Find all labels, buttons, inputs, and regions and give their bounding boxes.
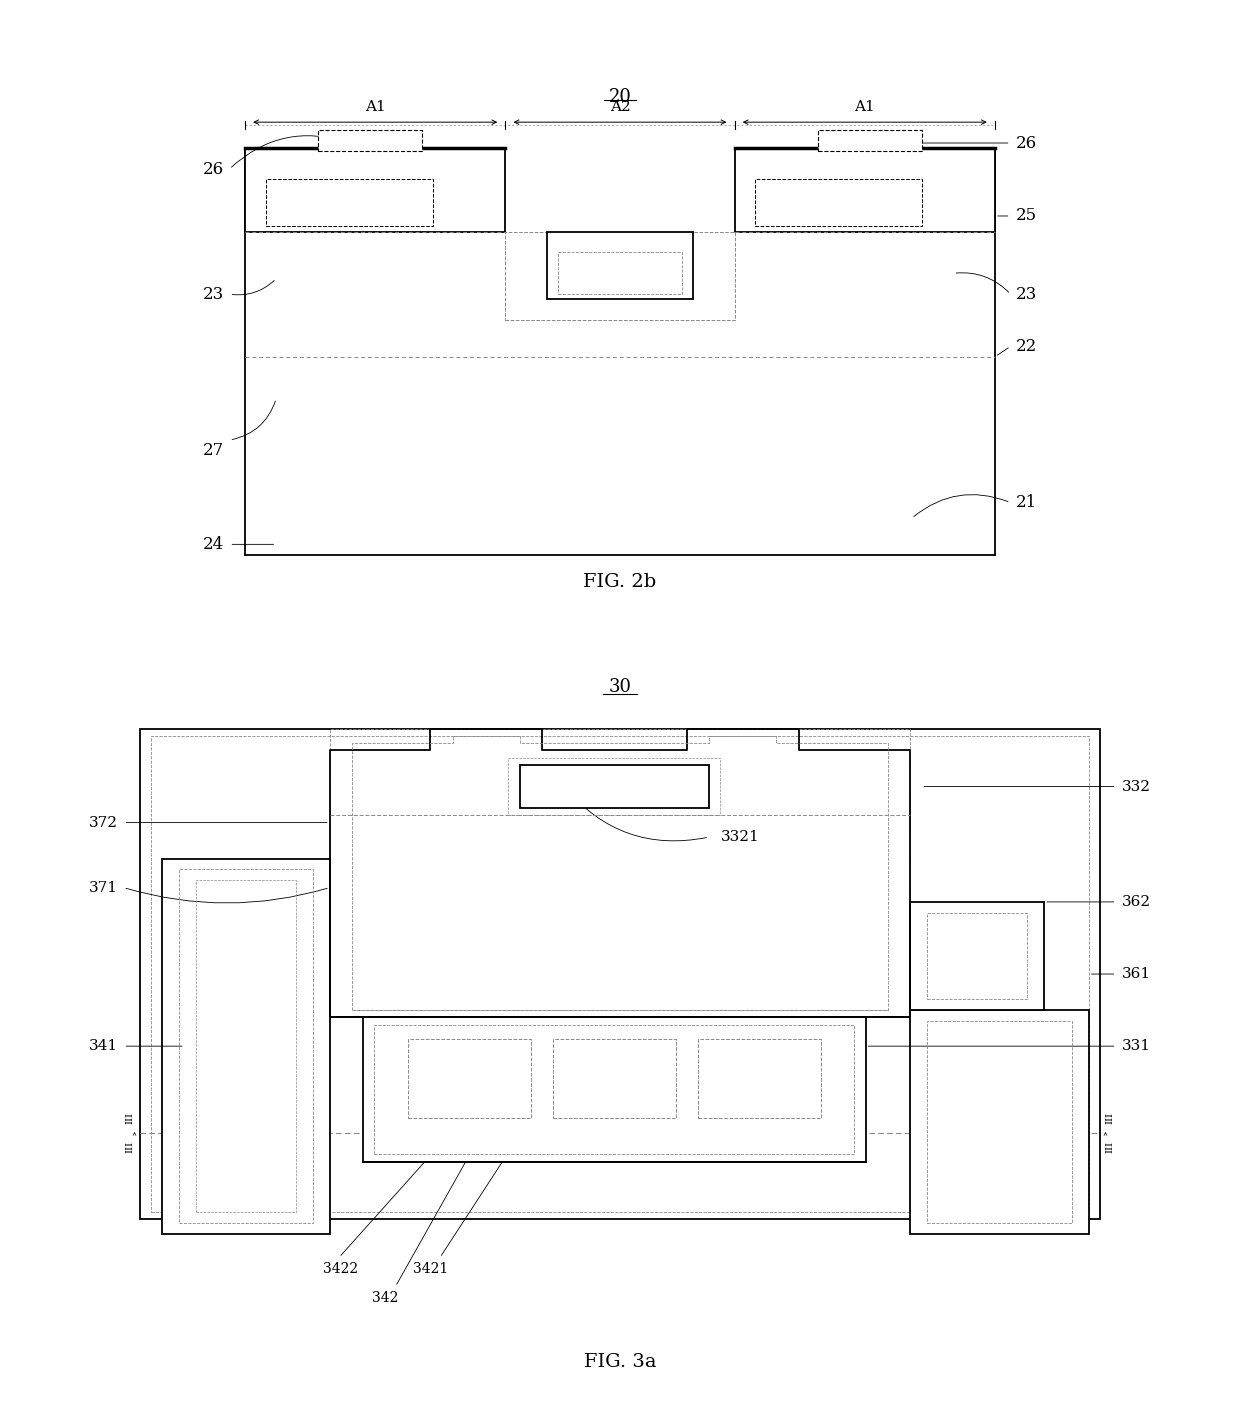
Text: 21: 21 [1016, 494, 1037, 511]
Text: 26: 26 [1016, 134, 1037, 151]
Bar [734, 149, 994, 231]
Text: 3421: 3421 [413, 1262, 448, 1277]
Text: 372: 372 [89, 815, 118, 830]
Bar [508, 758, 720, 815]
Bar [818, 130, 923, 151]
Text: 3422: 3422 [324, 1262, 358, 1277]
Bar [558, 253, 682, 294]
Bar [506, 231, 734, 320]
Bar [553, 1040, 676, 1118]
Bar [755, 180, 923, 227]
Bar [317, 130, 422, 151]
Text: 22: 22 [1016, 338, 1037, 354]
Text: III: III [1106, 1141, 1115, 1154]
Text: FIG. 2b: FIG. 2b [583, 573, 657, 591]
Text: 25: 25 [1016, 207, 1037, 224]
Text: 23: 23 [203, 286, 224, 303]
Text: 361: 361 [1122, 967, 1151, 981]
Text: 27: 27 [203, 443, 224, 458]
Bar [374, 1024, 854, 1154]
Bar [363, 1017, 866, 1161]
Bar [330, 728, 910, 1017]
Text: 24: 24 [203, 536, 224, 553]
Text: 3321: 3321 [720, 830, 759, 844]
Text: FIG. 3a: FIG. 3a [584, 1352, 656, 1371]
Bar [151, 735, 1089, 1212]
Bar [162, 858, 330, 1234]
Text: 30: 30 [609, 678, 631, 697]
Text: 371: 371 [89, 881, 118, 894]
Text: 362: 362 [1122, 895, 1151, 910]
Text: 26: 26 [203, 160, 224, 177]
Bar [140, 728, 1100, 1220]
Text: III: III [125, 1112, 135, 1124]
Bar [910, 1010, 1089, 1234]
Bar [180, 870, 312, 1222]
Text: A1: A1 [854, 100, 875, 114]
Text: A2: A2 [610, 100, 630, 114]
Text: 341: 341 [89, 1040, 118, 1054]
Bar [196, 880, 296, 1212]
Text: III: III [1106, 1112, 1115, 1124]
Text: 23: 23 [1016, 286, 1037, 303]
Bar [910, 902, 1044, 1010]
Text: 20: 20 [609, 89, 631, 106]
Text: A1: A1 [365, 100, 386, 114]
Bar [698, 1040, 821, 1118]
Bar [926, 1021, 1071, 1222]
Text: III: III [125, 1141, 135, 1154]
Bar [520, 765, 709, 808]
Bar [408, 1040, 531, 1118]
Bar [547, 231, 693, 300]
Text: 342: 342 [372, 1291, 399, 1305]
Text: 332: 332 [1122, 780, 1151, 794]
Text: 331: 331 [1122, 1040, 1151, 1054]
Bar [926, 912, 1027, 1000]
Bar [246, 149, 506, 231]
Bar [265, 180, 433, 227]
